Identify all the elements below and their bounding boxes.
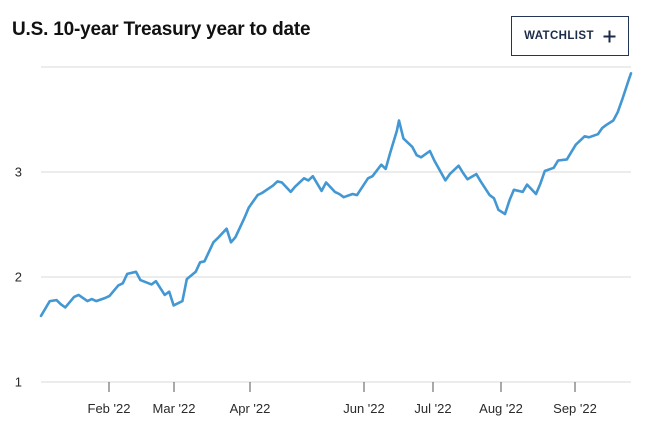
watchlist-button-label: WATCHLIST bbox=[524, 30, 594, 42]
x-tick-label: Apr '22 bbox=[230, 401, 271, 416]
grid-lines bbox=[41, 66, 631, 278]
x-tick-label: Jun '22 bbox=[343, 401, 385, 416]
y-tick-label: 3 bbox=[15, 165, 22, 180]
series-line-10y-yield bbox=[39, 72, 633, 318]
y-tick-label: 2 bbox=[15, 270, 22, 285]
chart-title: U.S. 10-year Treasury year to date bbox=[12, 19, 311, 40]
x-tick-label: Aug '22 bbox=[479, 401, 523, 416]
x-tick-label: Sep '22 bbox=[553, 401, 597, 416]
series-layer bbox=[39, 72, 633, 318]
y-tick-label: 1 bbox=[15, 375, 22, 390]
watchlist-button[interactable]: WATCHLIST bbox=[511, 16, 629, 56]
y-axis-labels: 1 2 3 bbox=[15, 165, 22, 390]
plus-icon bbox=[603, 30, 616, 42]
x-axis-labels: Feb '22 Mar '22 Apr '22 Jun '22 Jul '22 Aug '… bbox=[88, 401, 597, 416]
x-tick-label: Jul '22 bbox=[414, 401, 451, 416]
x-tick-label: Feb '22 bbox=[88, 401, 131, 416]
x-tick-label: Mar '22 bbox=[153, 401, 196, 416]
x-axis bbox=[41, 381, 631, 392]
